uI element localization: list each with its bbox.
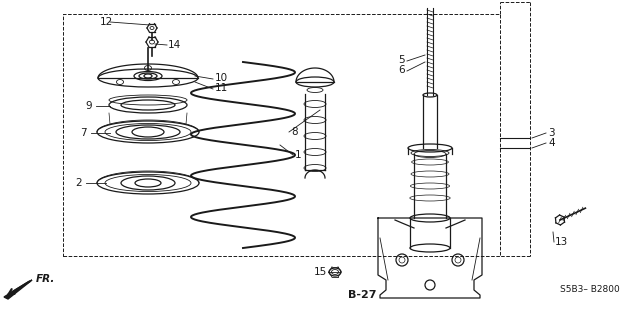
Text: 7: 7 (80, 128, 86, 138)
Text: 13: 13 (555, 237, 568, 247)
Text: 9: 9 (85, 101, 92, 111)
Text: 8: 8 (291, 127, 298, 137)
Polygon shape (4, 280, 32, 299)
Text: 11: 11 (215, 83, 228, 93)
Bar (63, 14, 500, 256)
Text: B-27: B-27 (348, 290, 376, 300)
Text: 2: 2 (75, 178, 82, 188)
Text: 14: 14 (168, 40, 181, 50)
Text: 5: 5 (398, 55, 404, 65)
Text: FR.: FR. (36, 274, 56, 284)
Text: S5B3– B2800: S5B3– B2800 (560, 286, 620, 294)
Text: 10: 10 (215, 73, 228, 83)
Text: 6: 6 (398, 65, 404, 75)
Text: 4: 4 (548, 138, 555, 148)
Text: 1: 1 (295, 150, 301, 160)
Text: 3: 3 (548, 128, 555, 138)
Text: 15: 15 (314, 267, 327, 277)
Text: 12: 12 (100, 17, 113, 27)
